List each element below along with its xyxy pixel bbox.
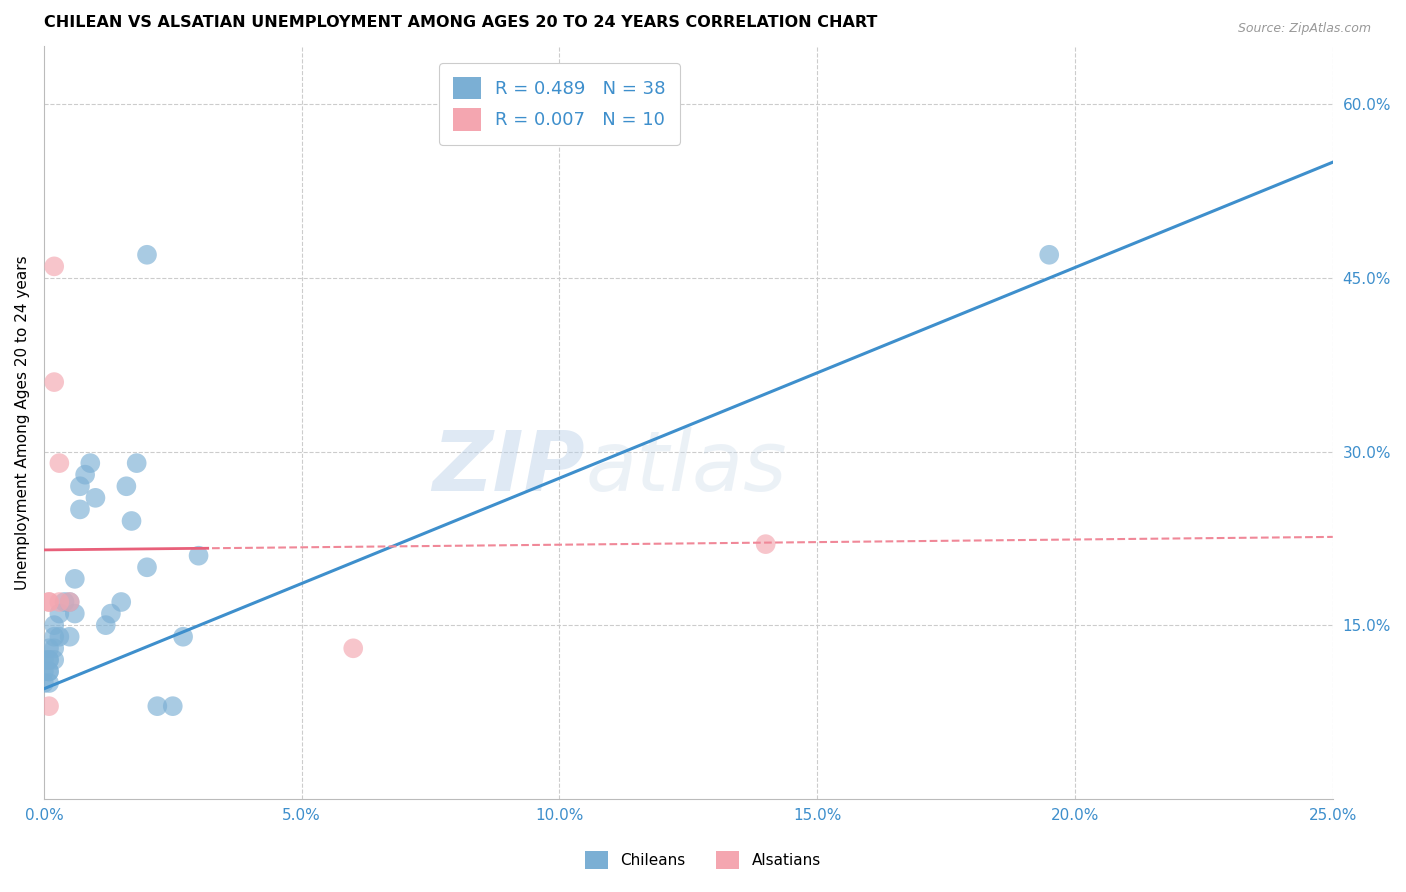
Point <box>162 699 184 714</box>
Point <box>59 595 82 609</box>
Point <box>136 248 159 262</box>
Point <box>84 491 107 505</box>
Point <box>187 549 209 563</box>
Point <box>48 456 70 470</box>
Point <box>38 699 60 714</box>
Point <box>115 479 138 493</box>
Point <box>38 676 60 690</box>
Point <box>44 618 66 632</box>
Point <box>121 514 143 528</box>
Point <box>172 630 194 644</box>
Point <box>63 607 86 621</box>
Text: CHILEAN VS ALSATIAN UNEMPLOYMENT AMONG AGES 20 TO 24 YEARS CORRELATION CHART: CHILEAN VS ALSATIAN UNEMPLOYMENT AMONG A… <box>44 15 877 30</box>
Point <box>38 665 60 679</box>
Point <box>79 456 101 470</box>
Legend: Chileans, Alsatians: Chileans, Alsatians <box>579 845 827 875</box>
Point <box>100 607 122 621</box>
Point <box>38 595 60 609</box>
Point <box>38 653 60 667</box>
Point <box>32 653 55 667</box>
Y-axis label: Unemployment Among Ages 20 to 24 years: Unemployment Among Ages 20 to 24 years <box>15 255 30 590</box>
Point <box>63 572 86 586</box>
Point <box>38 641 60 656</box>
Point <box>44 260 66 274</box>
Point <box>38 595 60 609</box>
Point <box>69 479 91 493</box>
Text: Source: ZipAtlas.com: Source: ZipAtlas.com <box>1237 22 1371 36</box>
Point <box>110 595 132 609</box>
Point <box>32 665 55 679</box>
Point <box>48 607 70 621</box>
Point <box>44 641 66 656</box>
Text: atlas: atlas <box>585 427 787 508</box>
Point <box>136 560 159 574</box>
Point <box>75 467 97 482</box>
Point <box>342 641 364 656</box>
Point <box>48 630 70 644</box>
Legend: R = 0.489   N = 38, R = 0.007   N = 10: R = 0.489 N = 38, R = 0.007 N = 10 <box>439 63 681 145</box>
Point <box>48 595 70 609</box>
Point <box>59 595 82 609</box>
Point <box>69 502 91 516</box>
Point <box>94 618 117 632</box>
Point <box>32 676 55 690</box>
Point <box>44 630 66 644</box>
Point <box>38 653 60 667</box>
Text: ZIP: ZIP <box>433 427 585 508</box>
Point <box>755 537 778 551</box>
Point <box>38 665 60 679</box>
Point <box>125 456 148 470</box>
Point <box>1038 248 1060 262</box>
Point <box>59 630 82 644</box>
Point <box>44 375 66 389</box>
Point <box>44 653 66 667</box>
Point <box>53 595 76 609</box>
Point <box>146 699 169 714</box>
